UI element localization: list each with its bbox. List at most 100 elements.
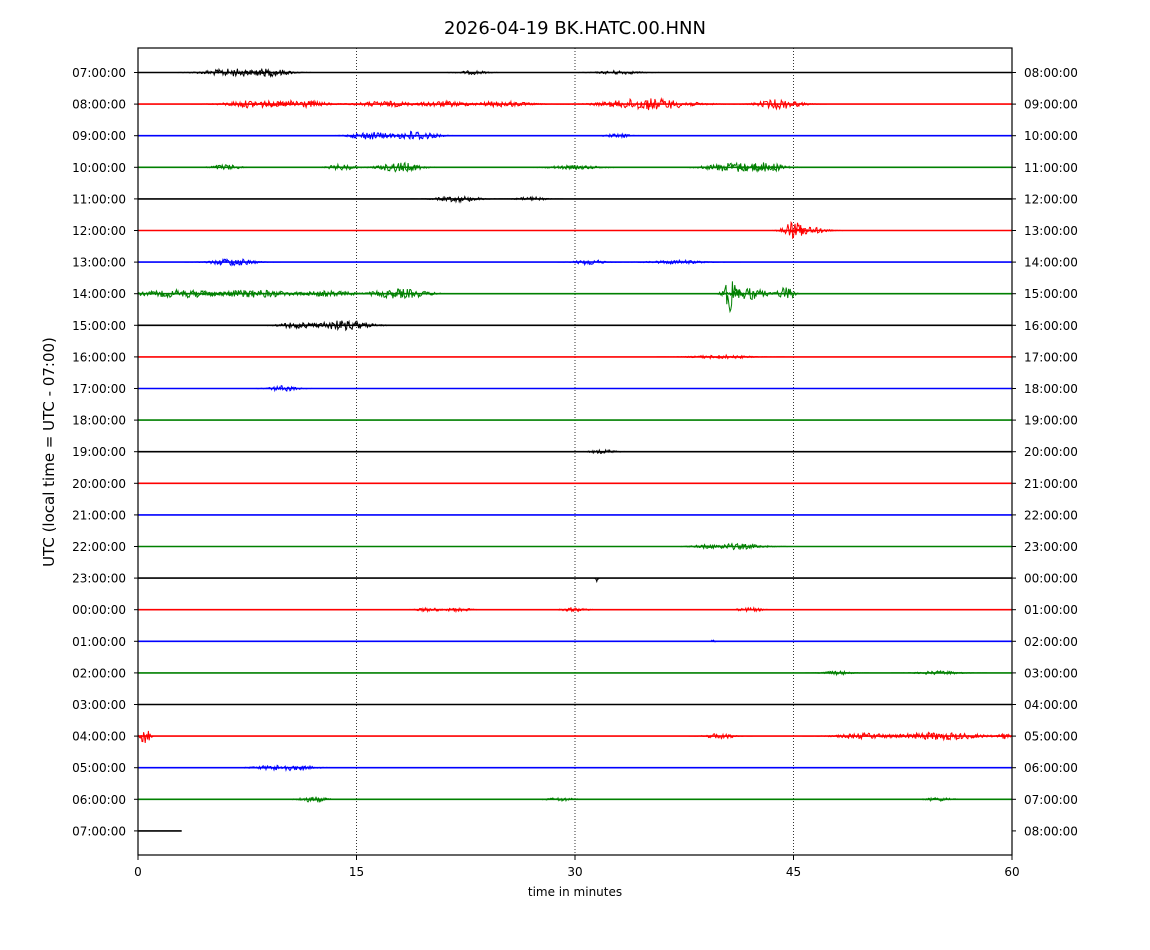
- left-hour-label: 06:00:00: [72, 793, 126, 807]
- left-hour-label: 02:00:00: [72, 666, 126, 680]
- left-hour-label: 07:00:00: [72, 66, 126, 80]
- right-hour-label: 01:00:00: [1024, 603, 1078, 617]
- trace-burst: [441, 69, 506, 76]
- left-hour-label: 17:00:00: [72, 382, 126, 396]
- left-hour-label: 12:00:00: [72, 224, 126, 238]
- trace-burst: [656, 353, 785, 360]
- left-hour-label: 20:00:00: [72, 477, 126, 491]
- left-hour-label: 15:00:00: [72, 319, 126, 333]
- right-hour-label: 15:00:00: [1024, 287, 1078, 301]
- trace-burst: [193, 163, 258, 171]
- trace-burst: [586, 132, 651, 139]
- x-tick-label: 30: [567, 865, 582, 879]
- trace-burst: [710, 639, 717, 643]
- trace-burst: [184, 258, 281, 267]
- left-hour-label: 08:00:00: [72, 98, 126, 112]
- x-tick-label: 0: [134, 865, 142, 879]
- right-hour-label: 21:00:00: [1024, 477, 1078, 491]
- trace-burst: [277, 319, 406, 332]
- trace-burst: [842, 731, 1012, 742]
- right-hour-label: 19:00:00: [1024, 414, 1078, 428]
- right-hour-label: 17:00:00: [1024, 350, 1078, 364]
- left-hour-label: 05:00:00: [72, 761, 126, 775]
- trace-burst: [891, 669, 988, 676]
- trace-group: [137, 67, 1013, 832]
- left-hour-label: 09:00:00: [72, 129, 126, 143]
- trace-burst: [137, 730, 155, 743]
- trace-burst: [250, 321, 347, 330]
- trace-burst: [988, 732, 1013, 740]
- x-tick-label: 60: [1004, 865, 1019, 879]
- right-hour-label: 13:00:00: [1024, 224, 1078, 238]
- trace-burst: [674, 543, 739, 550]
- trace-burst: [219, 764, 348, 773]
- right-hour-label: 08:00:00: [1024, 66, 1078, 80]
- right-hour-label: 02:00:00: [1024, 635, 1078, 649]
- vertical-gridlines: [356, 48, 794, 855]
- x-tick-label: 45: [786, 865, 801, 879]
- trace-burst: [612, 258, 741, 266]
- trace-burst: [557, 259, 622, 267]
- left-hour-label: 07:00:00: [72, 824, 126, 838]
- trace-burst: [766, 286, 806, 300]
- right-hour-label: 04:00:00: [1024, 698, 1078, 712]
- trace-burst: [805, 669, 870, 677]
- trace-burst: [769, 226, 847, 235]
- right-hour-label: 10:00:00: [1024, 129, 1078, 143]
- trace-burst: [251, 384, 316, 393]
- right-hour-label: 18:00:00: [1024, 382, 1078, 396]
- trace-burst: [426, 606, 491, 614]
- right-hour-label: 20:00:00: [1024, 445, 1078, 459]
- left-hour-label: 18:00:00: [72, 414, 126, 428]
- left-hour-label: 22:00:00: [72, 540, 126, 554]
- trace-burst: [438, 99, 567, 109]
- left-hour-label: 21:00:00: [72, 508, 126, 522]
- trace-burst: [688, 732, 753, 740]
- right-hour-label: 14:00:00: [1024, 256, 1078, 270]
- trace-burst: [711, 287, 789, 301]
- trace-burst: [570, 69, 667, 76]
- left-hour-label: 11:00:00: [72, 192, 126, 206]
- x-tick-label: 15: [349, 865, 364, 879]
- trace-burst: [321, 100, 450, 109]
- right-hour-label: 08:00:00: [1024, 824, 1078, 838]
- right-hour-label: 03:00:00: [1024, 666, 1078, 680]
- left-hour-label: 19:00:00: [72, 445, 126, 459]
- trace-burst: [907, 796, 972, 803]
- trace-burst: [551, 96, 744, 111]
- trace-burst: [716, 162, 813, 173]
- left-hour-label: 23:00:00: [72, 572, 126, 586]
- right-hour-label: 06:00:00: [1024, 761, 1078, 775]
- trace-burst: [263, 289, 392, 298]
- right-hour-labels: 08:00:00 09:00:00 10:00:00 11:00:00 12:00:00…: [1012, 66, 1078, 838]
- left-hour-label: 14:00:00: [72, 287, 126, 301]
- trace-burst: [717, 606, 782, 613]
- left-hour-label: 00:00:00: [72, 603, 126, 617]
- trace-burst: [280, 796, 345, 804]
- right-hour-label: 07:00:00: [1024, 793, 1078, 807]
- trace-burst: [352, 161, 449, 173]
- right-hour-label: 11:00:00: [1024, 161, 1078, 175]
- x-axis: 0 15 30 45 60: [134, 855, 1020, 879]
- trace-burst: [572, 448, 637, 455]
- right-hour-label: 23:00:00: [1024, 540, 1078, 554]
- trace-burst: [220, 67, 318, 78]
- left-hour-label: 16:00:00: [72, 350, 126, 364]
- left-hour-label: 04:00:00: [72, 730, 126, 744]
- trace-burst: [542, 607, 608, 613]
- trace-burst: [336, 288, 465, 300]
- trace-burst: [528, 796, 593, 803]
- trace-burst: [730, 98, 827, 111]
- trace-burst: [499, 195, 564, 202]
- right-hour-label: 05:00:00: [1024, 730, 1078, 744]
- trace-burst: [190, 99, 319, 109]
- left-hour-label: 01:00:00: [72, 635, 126, 649]
- x-axis-label: time in minutes: [528, 885, 622, 899]
- trace-burst: [410, 195, 507, 204]
- right-hour-label: 12:00:00: [1024, 192, 1078, 206]
- left-hour-label: 10:00:00: [72, 161, 126, 175]
- trace-burst: [593, 577, 601, 584]
- chart-title: 2026-04-19 BK.HATC.00.HNN: [444, 18, 706, 39]
- left-hour-label: 13:00:00: [72, 256, 126, 270]
